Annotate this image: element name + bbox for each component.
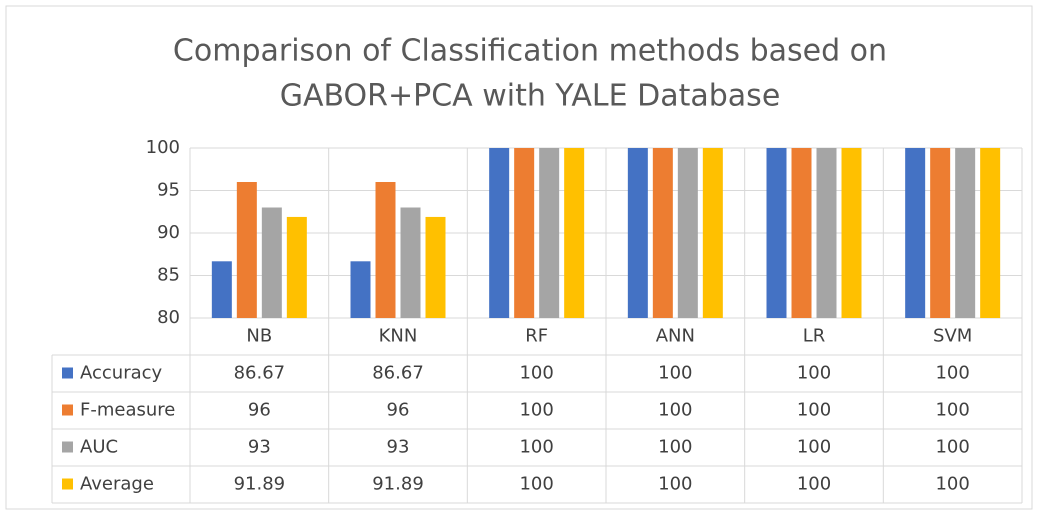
- bar: [564, 148, 585, 318]
- table-value: 93: [387, 437, 410, 458]
- x-tick-label: RF: [525, 326, 548, 347]
- table-value: 96: [248, 400, 271, 421]
- y-tick-label: 95: [157, 180, 180, 201]
- y-tick-label: 80: [157, 307, 180, 328]
- table-value: 100: [658, 400, 692, 421]
- bar: [375, 182, 396, 318]
- table-value: 100: [797, 437, 831, 458]
- bar: [539, 148, 560, 318]
- bar: [211, 261, 232, 318]
- legend-key: [62, 367, 73, 379]
- x-tick-label: ANN: [656, 326, 695, 347]
- x-tick-label: KNN: [379, 326, 418, 347]
- bar: [286, 216, 307, 318]
- bar: [425, 216, 446, 318]
- table-value: 96: [387, 400, 410, 421]
- bar: [766, 148, 787, 318]
- bar: [514, 148, 535, 318]
- table-value: 100: [797, 474, 831, 495]
- table-value: 100: [797, 363, 831, 384]
- bar: [980, 148, 1001, 318]
- table-value: 100: [935, 437, 969, 458]
- chart-title: Comparison of Classification methods bas…: [173, 34, 887, 69]
- bar: [236, 182, 257, 318]
- bar: [702, 148, 723, 318]
- legend-label: AUC: [80, 437, 118, 458]
- table-value: 100: [797, 400, 831, 421]
- bar: [930, 148, 951, 318]
- table-value: 86.67: [234, 363, 286, 384]
- table-value: 91.89: [372, 474, 424, 495]
- bar: [841, 148, 862, 318]
- table-value: 100: [519, 363, 553, 384]
- table-value: 100: [935, 363, 969, 384]
- bar: [791, 148, 812, 318]
- bar: [652, 148, 673, 318]
- legend-key: [62, 441, 73, 453]
- bar: [261, 207, 282, 318]
- bar: [905, 148, 926, 318]
- x-tick-label: NB: [246, 326, 272, 347]
- bar: [955, 148, 976, 318]
- table-value: 86.67: [372, 363, 424, 384]
- legend-key: [62, 478, 73, 490]
- y-tick-label: 85: [157, 265, 180, 286]
- y-tick-label: 100: [146, 137, 180, 158]
- legend-label: F-measure: [80, 400, 175, 421]
- table-value: 100: [519, 474, 553, 495]
- bar: [400, 207, 421, 318]
- table-value: 100: [658, 437, 692, 458]
- legend-key: [62, 404, 73, 416]
- bar: [489, 148, 510, 318]
- table-value: 100: [519, 437, 553, 458]
- table-value: 100: [658, 363, 692, 384]
- chart-title: GABOR+PCA with YALE Database: [280, 79, 781, 114]
- bar: [677, 148, 698, 318]
- table-value: 91.89: [234, 474, 286, 495]
- table-value: 100: [935, 400, 969, 421]
- bar: [350, 261, 371, 318]
- legend-label: Accuracy: [80, 363, 163, 384]
- table-value: 100: [519, 400, 553, 421]
- table-value: 93: [248, 437, 271, 458]
- x-tick-label: SVM: [933, 326, 972, 347]
- table-value: 100: [658, 474, 692, 495]
- table-value: 100: [935, 474, 969, 495]
- y-tick-label: 90: [157, 222, 180, 243]
- legend-label: Average: [80, 474, 154, 495]
- bar: [816, 148, 837, 318]
- bar: [627, 148, 648, 318]
- x-tick-label: LR: [803, 326, 826, 347]
